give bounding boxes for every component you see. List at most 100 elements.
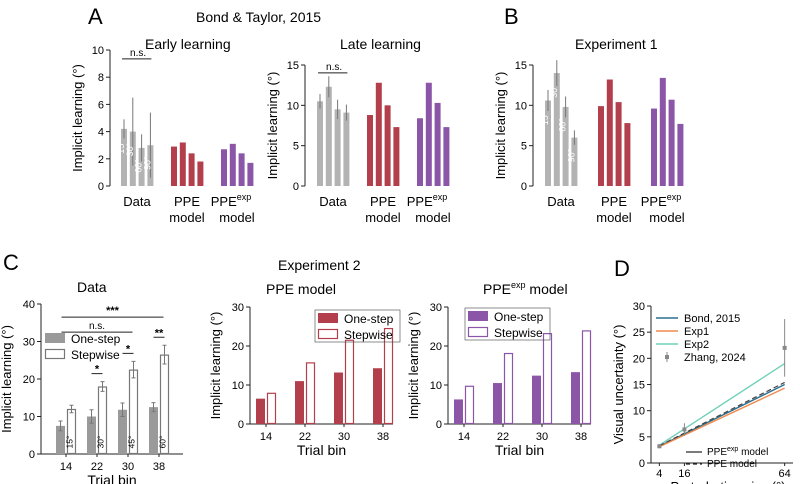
- C_ppe-x-tick-label: 14: [260, 431, 272, 443]
- B-category-ppeexp-model: model: [649, 210, 685, 225]
- B-bar: [606, 79, 613, 186]
- C_ppeexp-legend-box: [464, 307, 551, 341]
- A_early-bar: [179, 142, 186, 186]
- A_early-y-axis-label: Implicit learning (°): [70, 64, 85, 172]
- C_ppe-legend-box: [314, 309, 401, 343]
- A_early-category-ppeexp: PPEexp: [211, 192, 252, 209]
- C_data-y-tick-label: 40: [23, 299, 35, 311]
- B-y-tick-label: 5: [521, 141, 527, 153]
- C_data-legend-stepwise: Stepwise: [71, 348, 120, 362]
- B-y-tick-label: 0: [521, 181, 527, 193]
- B-bar: [677, 123, 684, 186]
- D-data-point: [782, 345, 787, 350]
- C_data-group-bracket-label: ***: [106, 305, 120, 317]
- D-series-line: [658, 362, 786, 446]
- C_ppeexp-bar-one-step: [532, 375, 541, 424]
- panel-label-c: C: [3, 250, 19, 275]
- experiment2-title: Experiment 2: [278, 257, 361, 273]
- C_ppeexp-y-axis-label: Implicit learning (°): [406, 312, 421, 420]
- D-series-line: [659, 387, 785, 448]
- C_ppe-y-axis-label: Implicit learning (°): [208, 312, 223, 420]
- C_ppe-bar-stepwise: [383, 327, 394, 425]
- C_ppeexp-bar-stepwise: [581, 330, 592, 425]
- c-data-title: Data: [77, 279, 107, 295]
- D-legend-label: Exp2: [684, 339, 709, 351]
- A_late-category-ppeexp-model: model: [415, 210, 451, 225]
- D-data-point: [682, 427, 687, 432]
- A_early-y-tick-label: 6: [98, 99, 104, 111]
- D-y-tick-label: 5: [639, 432, 645, 444]
- A_late-category-ppe: PPE: [370, 194, 396, 209]
- C_data-y-tick-label: 0: [29, 449, 35, 461]
- D-legend-label: Exp1: [684, 326, 709, 338]
- A_late-y-tick-label: 10: [287, 100, 299, 112]
- B-category-ppe: PPE: [601, 194, 627, 209]
- B-bar: [651, 108, 657, 186]
- A_early-bar-angle-label: 30°: [125, 142, 135, 156]
- A_late-bar: [393, 127, 400, 186]
- bond-taylor-title: Bond & Taylor, 2015: [196, 9, 321, 25]
- A_early-y-tick-label: 4: [98, 127, 104, 139]
- C_ppeexp-x-tick-label: 30: [536, 431, 548, 443]
- B-y-tick-label: 15: [515, 60, 527, 72]
- C_ppeexp-y-tick-label: 0: [436, 419, 442, 431]
- A_early-bar: [221, 149, 227, 186]
- C_ppe-y-tick-label: 20: [232, 341, 244, 353]
- B-bar: [553, 73, 560, 186]
- C_data-pair-star: *: [126, 343, 131, 355]
- C_ppe-bar-one-step: [256, 398, 265, 424]
- D-x-tick-label: 64: [779, 468, 791, 480]
- A_early-category-data: Data: [123, 194, 151, 209]
- C_ppe-bar-stepwise: [344, 339, 355, 425]
- A_late-y-tick-label: 5: [293, 141, 299, 153]
- A_late-bar: [343, 112, 350, 186]
- C_ppeexp-bar-stepwise: [542, 333, 553, 425]
- C_ppe-y-tick-label: 30: [232, 302, 244, 314]
- A_late-y-axis-label: Implicit learning (°): [265, 72, 280, 180]
- A_early-bar-angle-label: 15°: [116, 140, 126, 154]
- C_ppeexp-bar-one-step: [571, 372, 580, 424]
- A_late-bar: [325, 86, 332, 186]
- C_data-bar-one-step: [149, 407, 158, 454]
- C_data-pair-star: **: [155, 327, 164, 339]
- C_data-y-axis-label: Implicit learning (°): [0, 325, 14, 433]
- A_early-y-tick-label: 0: [98, 181, 104, 193]
- C_ppe-x-tick-label: 22: [299, 431, 311, 443]
- B-y-tick-label: 10: [515, 100, 527, 112]
- C_data-legend-one-step: One-step: [71, 332, 121, 346]
- C_ppeexp-y-tick-label: 20: [430, 341, 442, 353]
- A_late-bar: [425, 82, 432, 186]
- B-bar: [668, 99, 675, 186]
- C_ppe-x-tick-label: 38: [377, 431, 389, 443]
- B-bar: [624, 123, 631, 186]
- A_late-category-ppe-model: model: [365, 210, 401, 225]
- D-legend-label: Bond, 2015: [684, 313, 740, 325]
- A_early-ns-label: n.s.: [130, 48, 146, 59]
- C_ppe-bar-one-step: [373, 368, 382, 424]
- C_data-group-bracket-label: n.s.: [89, 321, 105, 332]
- A_late-category-data: Data: [319, 194, 347, 209]
- B-bar: [598, 106, 604, 186]
- D-y-axis-label: Visual uncertainty (°): [611, 325, 626, 445]
- C_data-x-axis-label: Trial bin: [87, 472, 136, 484]
- A_early-bar-angle-label: 90°: [142, 156, 152, 170]
- C_data-legend-swatch-one-step: [45, 333, 65, 343]
- C_ppeexp-bar-one-step: [493, 383, 502, 424]
- A_late-bar: [434, 102, 441, 186]
- A_early-y-tick-label: 10: [92, 45, 104, 57]
- C_ppeexp-y-tick-label: 30: [430, 302, 442, 314]
- C_ppeexp-x-tick-label: 22: [497, 431, 509, 443]
- B-y-axis-label: Implicit learning (°): [493, 72, 508, 180]
- A_early-bar: [171, 146, 177, 186]
- C_data-x-tick-label: 38: [153, 461, 165, 473]
- A_early-bar: [247, 162, 254, 186]
- D-x-tick-label: 16: [678, 468, 690, 480]
- A_early-category-ppe-model: model: [169, 210, 205, 225]
- A_late-bar: [384, 105, 391, 186]
- C_data-y-tick-label: 20: [23, 374, 35, 386]
- C_ppe-legend-one-step: One-step: [344, 312, 394, 326]
- C_data-y-tick-label: 30: [23, 337, 35, 349]
- A_early-bar-angle-label: 60°: [134, 159, 144, 173]
- A_early-bar: [238, 153, 245, 186]
- B-bar: [615, 102, 622, 186]
